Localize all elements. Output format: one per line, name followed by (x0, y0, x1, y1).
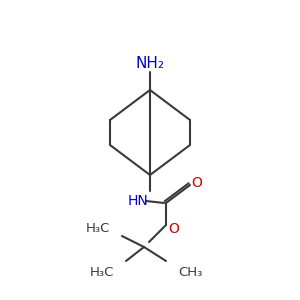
Text: NH₂: NH₂ (136, 56, 164, 70)
Text: CH₃: CH₃ (178, 266, 202, 278)
Text: O: O (192, 176, 203, 190)
Text: H₃C: H₃C (90, 266, 114, 280)
Text: HN: HN (128, 194, 148, 208)
Text: O: O (169, 222, 179, 236)
Text: H₃C: H₃C (85, 221, 110, 235)
